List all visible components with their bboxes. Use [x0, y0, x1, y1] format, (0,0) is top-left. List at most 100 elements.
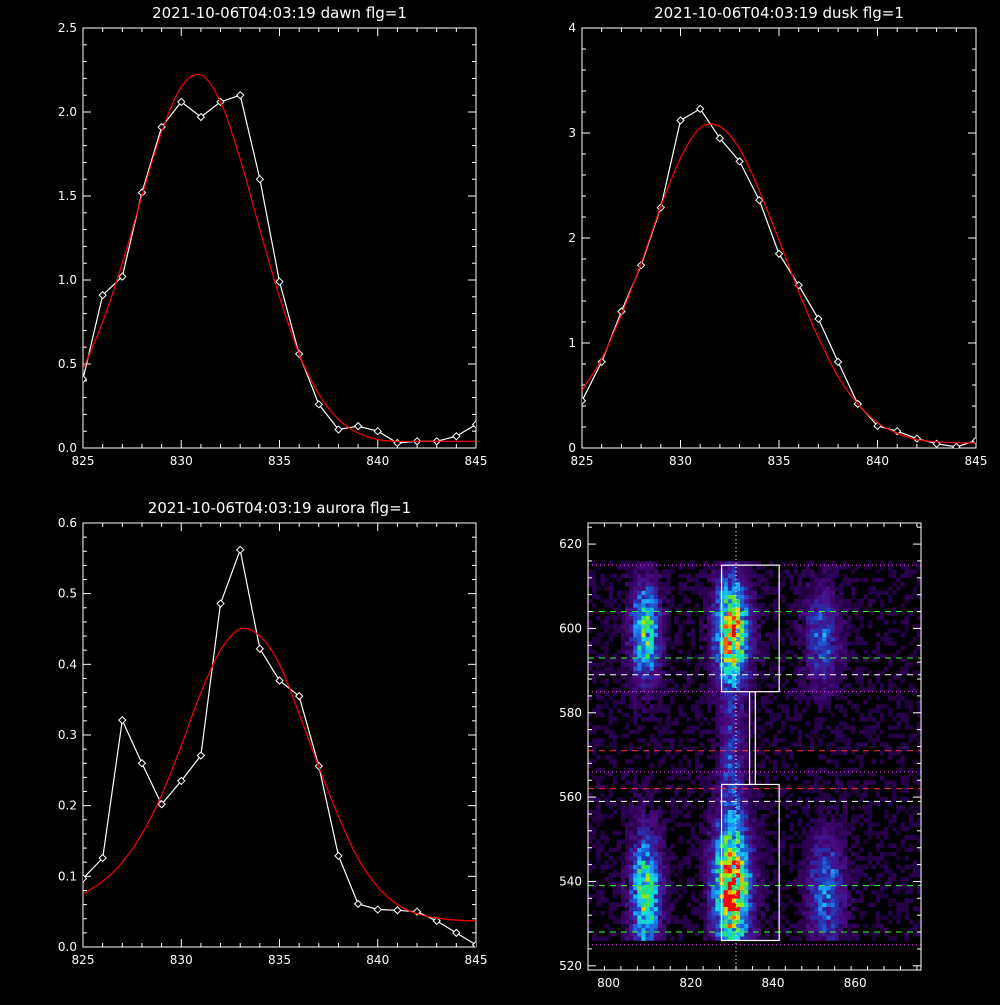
heatmap-cell [868, 806, 872, 811]
heatmap-cell [789, 848, 793, 853]
heatmap-cell [736, 831, 740, 836]
heatmap-cell [699, 873, 703, 878]
heatmap-cell [728, 591, 732, 596]
heatmap-cell [909, 818, 913, 823]
heatmap-cell [818, 789, 822, 794]
heatmap-cell [896, 725, 900, 730]
heatmap-cell [658, 848, 662, 853]
heatmap-cell [641, 936, 645, 941]
heatmap-cell [806, 658, 810, 663]
heatmap-cell [641, 569, 645, 574]
heatmap-cell [674, 898, 678, 903]
heatmap-cell [794, 704, 798, 709]
heatmap-cell [872, 780, 876, 785]
heatmap-cell [798, 865, 802, 870]
heatmap-cell [806, 704, 810, 709]
heatmap-cell [835, 595, 839, 600]
heatmap-cell [711, 932, 715, 937]
heatmap-cell [711, 844, 715, 849]
heatmap-cell [818, 898, 822, 903]
heatmap-cell [868, 599, 872, 604]
heatmap-cell [670, 856, 674, 861]
heatmap-cell [654, 616, 658, 621]
heatmap-cell [794, 620, 798, 625]
heatmap-cell [868, 591, 872, 596]
heatmap-cell [609, 742, 613, 747]
heatmap-cell [613, 903, 617, 908]
heatmap-cell [872, 578, 876, 583]
heatmap-cell [748, 789, 752, 794]
heatmap-cell [736, 772, 740, 777]
heatmap-cell [592, 886, 596, 891]
heatmap-cell [666, 709, 670, 714]
heatmap-cell [621, 936, 625, 941]
heatmap-cell [818, 755, 822, 760]
heatmap-cell [613, 886, 617, 891]
heatmap-cell [736, 860, 740, 865]
heatmap-cell [826, 869, 830, 874]
heatmap-cell [736, 599, 740, 604]
heatmap-cell [884, 666, 888, 671]
heatmap-cell [740, 616, 744, 621]
heatmap-cell [707, 856, 711, 861]
heatmap-cell [609, 903, 613, 908]
heatmap-cell [724, 890, 728, 895]
heatmap-cell [740, 898, 744, 903]
heatmap-cell [629, 645, 633, 650]
heatmap-cell [658, 780, 662, 785]
heatmap-cell [818, 603, 822, 608]
heatmap-cell [843, 751, 847, 756]
heatmap-cell [752, 624, 756, 629]
heatmap-cell [646, 742, 650, 747]
heatmap-cell [847, 565, 851, 570]
heatmap-cell [802, 856, 806, 861]
heatmap-cell [905, 662, 909, 667]
heatmap-cell [658, 877, 662, 882]
heatmap-cell [707, 700, 711, 705]
heatmap-cell [650, 628, 654, 633]
heatmap-cell [855, 873, 859, 878]
heatmap-cell [794, 688, 798, 693]
heatmap-cell [666, 915, 670, 920]
heatmap-cell [678, 586, 682, 591]
heatmap-cell [863, 717, 867, 722]
heatmap-cell [736, 603, 740, 608]
heatmap-cell [789, 561, 793, 566]
heatmap-cell [822, 616, 826, 621]
heatmap-cell [814, 932, 818, 937]
heatmap-cell [629, 844, 633, 849]
heatmap-cell [847, 898, 851, 903]
heatmap-cell [905, 835, 909, 840]
heatmap-cell [617, 565, 621, 570]
heatmap-cell [785, 650, 789, 655]
heatmap-cell [711, 658, 715, 663]
heatmap-cell [740, 633, 744, 638]
heatmap-cell [822, 582, 826, 587]
heatmap-cell [851, 844, 855, 849]
heatmap-cell [855, 932, 859, 937]
heatmap-cell [646, 865, 650, 870]
heatmap-cell [699, 831, 703, 836]
heatmap-cell [699, 793, 703, 798]
y-tick-label: 1 [568, 336, 576, 350]
heatmap-cell [633, 721, 637, 726]
heatmap-cell [835, 818, 839, 823]
heatmap-cell [876, 569, 880, 574]
heatmap-cell [900, 658, 904, 663]
heatmap-cell [658, 759, 662, 764]
heatmap-cell [588, 839, 592, 844]
heatmap-cell [818, 742, 822, 747]
heatmap-cell [748, 713, 752, 718]
heatmap-cell [728, 569, 732, 574]
heatmap-cell [720, 709, 724, 714]
heatmap-cell [707, 616, 711, 621]
heatmap-cell [863, 810, 867, 815]
heatmap-cell [703, 919, 707, 924]
heatmap-cell [855, 907, 859, 912]
heatmap-cell [728, 827, 732, 832]
heatmap-cell [625, 903, 629, 908]
heatmap-cell [847, 624, 851, 629]
heatmap-cell [736, 865, 740, 870]
heatmap-cell [617, 628, 621, 633]
heatmap-cell [884, 591, 888, 596]
